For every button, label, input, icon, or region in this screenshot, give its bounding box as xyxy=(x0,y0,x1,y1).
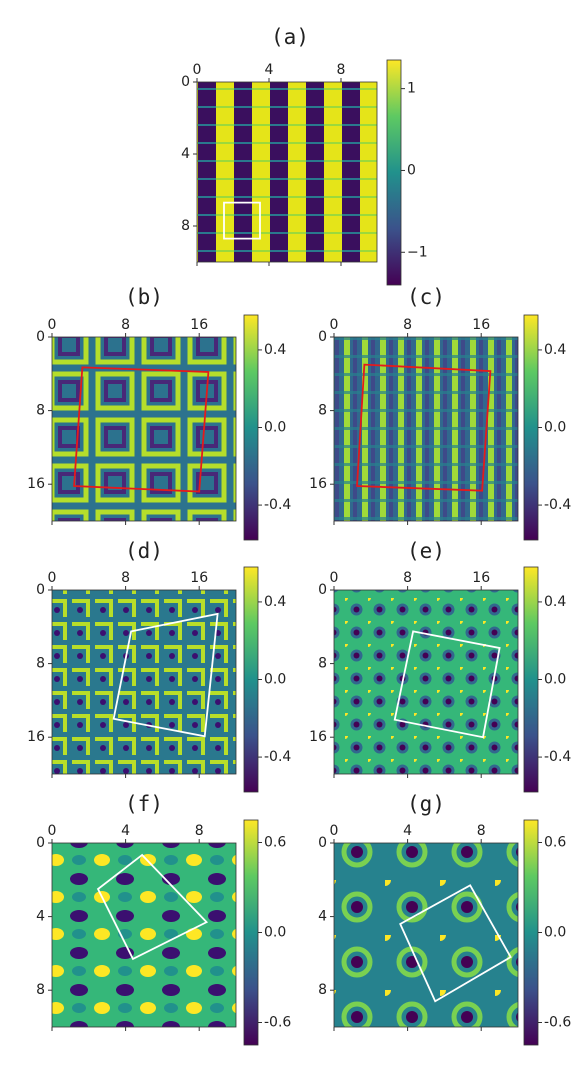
colorbar-tick-label: -0.4 xyxy=(264,749,291,765)
x-tick-label: 16 xyxy=(190,317,208,333)
plot-frame xyxy=(51,842,237,1028)
panel-title: (e) xyxy=(407,539,445,563)
x-tick-label: 0 xyxy=(48,823,57,839)
colorbar-tick-label: -0.4 xyxy=(544,497,571,513)
heatmap-image xyxy=(52,590,236,774)
colorbar-tick-label: 0.4 xyxy=(544,342,566,358)
panel-title: (a) xyxy=(271,25,309,49)
x-tick-label: 16 xyxy=(190,570,208,586)
x-tick-label: 8 xyxy=(337,62,346,78)
overlay-box xyxy=(223,201,261,240)
overlay-box xyxy=(356,363,492,492)
plot-frame xyxy=(196,81,378,263)
x-tick-label: 16 xyxy=(472,317,490,333)
y-tick-label: 0 xyxy=(318,329,327,345)
colorbar-tick-label: 0.4 xyxy=(264,342,286,358)
x-tick-label: 8 xyxy=(121,570,130,586)
overlay-box xyxy=(96,853,209,961)
y-tick-label: 8 xyxy=(181,218,190,234)
panel-title: (g) xyxy=(407,792,445,816)
colorbar-tick-label: 0.0 xyxy=(264,672,286,688)
y-tick-label: 0 xyxy=(36,582,45,598)
heatmap-image xyxy=(52,337,236,521)
x-tick-label: 8 xyxy=(403,317,412,333)
y-tick-label: 0 xyxy=(318,582,327,598)
heatmap-image xyxy=(52,843,236,1027)
colorbar-tick-label: 0.6 xyxy=(264,835,286,851)
heatmap-image xyxy=(334,843,518,1027)
colorbar-tick-label: 0.0 xyxy=(544,420,566,436)
plot-frame xyxy=(51,336,237,522)
overlay-box xyxy=(399,884,512,1003)
overlay-box xyxy=(73,366,210,493)
x-tick-label: 16 xyxy=(472,570,490,586)
colorbar-tick-label: −1 xyxy=(407,244,428,260)
x-tick-label: 0 xyxy=(48,317,57,333)
colorbar-tick-label: 0.0 xyxy=(544,925,566,941)
y-tick-label: 4 xyxy=(318,909,327,925)
y-tick-label: 4 xyxy=(181,146,190,162)
colorbar xyxy=(523,566,539,793)
y-tick-label: 16 xyxy=(309,729,327,745)
heatmap-image xyxy=(197,82,377,262)
colorbar xyxy=(243,566,259,793)
panel-title: (d) xyxy=(125,539,163,563)
colorbar xyxy=(386,59,402,286)
y-tick-label: 8 xyxy=(318,982,327,998)
colorbar-tick-label: -0.6 xyxy=(544,1015,571,1031)
colorbar-tick-label: -0.6 xyxy=(264,1015,291,1031)
colorbar xyxy=(243,819,259,1046)
x-tick-label: 4 xyxy=(403,823,412,839)
overlay-box xyxy=(112,612,219,738)
x-tick-label: 4 xyxy=(265,62,274,78)
x-tick-label: 8 xyxy=(195,823,204,839)
y-tick-label: 8 xyxy=(36,403,45,419)
colorbar-tick-label: -0.4 xyxy=(544,749,571,765)
colorbar-tick-label: 0.4 xyxy=(544,594,566,610)
plot-frame xyxy=(333,589,519,775)
colorbar-tick-label: 0.0 xyxy=(264,925,286,941)
colorbar-tick-label: 1 xyxy=(407,81,416,97)
y-tick-label: 8 xyxy=(36,656,45,672)
colorbar-tick-label: 0.0 xyxy=(544,672,566,688)
x-tick-label: 0 xyxy=(330,570,339,586)
colorbar xyxy=(523,819,539,1046)
x-tick-label: 4 xyxy=(121,823,130,839)
plot-frame xyxy=(333,842,519,1028)
y-tick-label: 16 xyxy=(27,729,45,745)
colorbar xyxy=(243,314,259,541)
y-tick-label: 16 xyxy=(27,476,45,492)
plot-frame xyxy=(51,589,237,775)
y-tick-label: 8 xyxy=(318,656,327,672)
colorbar xyxy=(523,314,539,541)
y-tick-label: 8 xyxy=(318,403,327,419)
y-tick-label: 16 xyxy=(309,476,327,492)
plot-frame xyxy=(333,336,519,522)
y-tick-label: 4 xyxy=(36,909,45,925)
x-tick-label: 0 xyxy=(330,317,339,333)
colorbar-tick-label: 0.6 xyxy=(544,835,566,851)
colorbar-tick-label: 0.0 xyxy=(264,420,286,436)
panel-title: (f) xyxy=(125,792,163,816)
heatmap-image xyxy=(334,337,518,521)
panel-title: (c) xyxy=(407,285,445,309)
y-tick-label: 0 xyxy=(318,835,327,851)
y-tick-label: 0 xyxy=(36,835,45,851)
overlay-box xyxy=(393,630,501,739)
panel-title: (b) xyxy=(125,285,163,309)
y-tick-label: 8 xyxy=(36,982,45,998)
heatmap-image xyxy=(334,590,518,774)
y-tick-label: 0 xyxy=(36,329,45,345)
x-tick-label: 0 xyxy=(48,570,57,586)
x-tick-label: 0 xyxy=(193,62,202,78)
x-tick-label: 8 xyxy=(403,570,412,586)
y-tick-label: 0 xyxy=(181,74,190,90)
colorbar-tick-label: 0.4 xyxy=(264,594,286,610)
x-tick-label: 0 xyxy=(330,823,339,839)
x-tick-label: 8 xyxy=(477,823,486,839)
colorbar-tick-label: -0.4 xyxy=(264,497,291,513)
colorbar-tick-label: 0 xyxy=(407,162,416,178)
x-tick-label: 8 xyxy=(121,317,130,333)
